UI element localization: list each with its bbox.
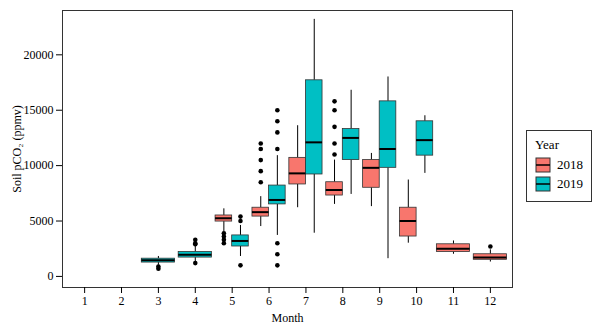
html-text:2019: 2019 — [557, 175, 583, 191]
svg-text:10000: 10000 — [24, 158, 54, 172]
svg-text:7: 7 — [303, 294, 309, 308]
svg-text:11: 11 — [448, 294, 460, 308]
svg-text:4: 4 — [192, 294, 198, 308]
svg-text:6: 6 — [266, 294, 272, 308]
svg-text:5000: 5000 — [30, 214, 54, 228]
svg-text:3: 3 — [155, 294, 161, 308]
svg-text:12: 12 — [484, 294, 496, 308]
html-text:Year: Year — [535, 136, 559, 152]
svg-text:9: 9 — [377, 294, 383, 308]
svg-text:20000: 20000 — [24, 48, 54, 62]
html-text:2018: 2018 — [557, 156, 583, 172]
svg-text:Soil pCO₂ (ppmv): Soil pCO₂ (ppmv) — [10, 105, 24, 193]
svg-text:10: 10 — [411, 294, 423, 308]
svg-text:0: 0 — [48, 269, 54, 283]
svg-text:2: 2 — [119, 294, 125, 308]
svg-text:15000: 15000 — [24, 103, 54, 117]
svg-text:1: 1 — [82, 294, 88, 308]
svg-text:5: 5 — [229, 294, 235, 308]
svg-text:Month: Month — [271, 311, 303, 325]
svg-text:8: 8 — [340, 294, 346, 308]
